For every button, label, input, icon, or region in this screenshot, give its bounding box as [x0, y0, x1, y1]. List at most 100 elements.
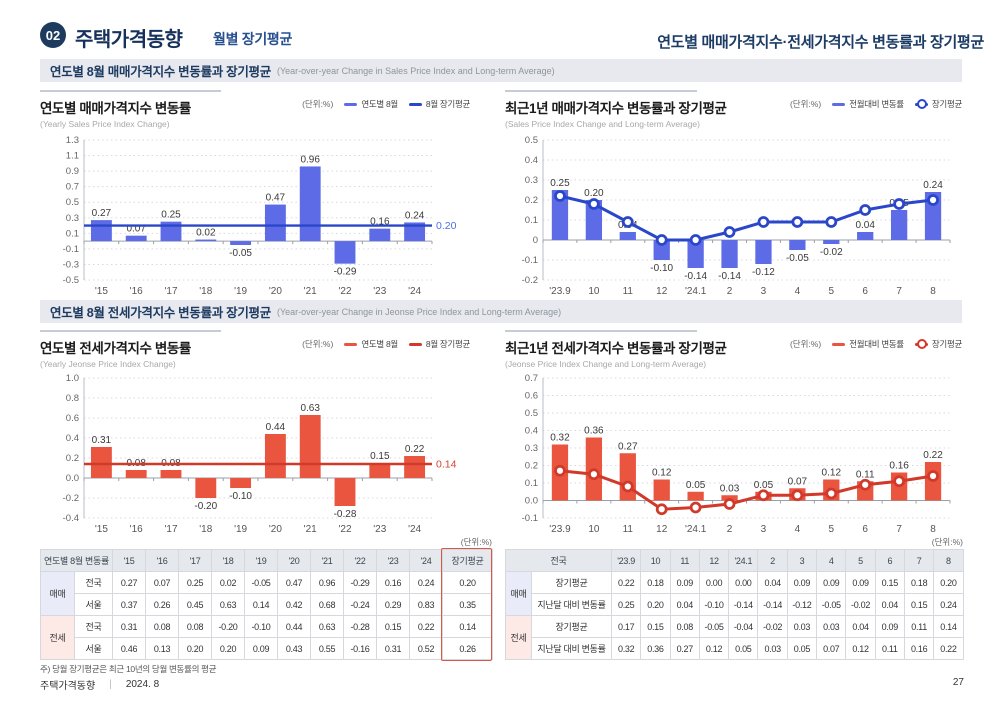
- sales-yearly-bar-chart: 1.3 1.1 0.9 0.7 0.5 0.3 0.1 -0.1 -0.3 -0.5 0.27 0.0…: [63, 135, 457, 297]
- svg-text:'15: '15: [95, 524, 108, 535]
- table-cell: 0.35: [442, 593, 493, 616]
- table-cell: -0.29: [343, 571, 377, 594]
- svg-text:0.44: 0.44: [266, 422, 286, 433]
- svg-text:11: 11: [623, 286, 634, 297]
- row-header: 전국: [74, 571, 113, 594]
- svg-text:'20: '20: [269, 286, 282, 297]
- row-header: 서울: [74, 593, 113, 616]
- svg-text:-0.1: -0.1: [63, 244, 79, 255]
- svg-text:-0.12: -0.12: [752, 267, 775, 278]
- table-cell: 0.42: [277, 593, 311, 616]
- svg-text:0.1: 0.1: [66, 228, 79, 239]
- svg-text:0.31: 0.31: [92, 435, 112, 446]
- svg-text:0.9: 0.9: [66, 166, 79, 177]
- svg-text:0.5: 0.5: [66, 197, 79, 208]
- table-row: 서울 0.37 0.26 0.45 0.63 0.14 0.42 0.68 -0.24 0.29 0…: [41, 593, 493, 616]
- svg-text:6: 6: [862, 286, 868, 297]
- table-cell: 0.29: [376, 593, 410, 616]
- chart-legend: (단위:%) 연도별 8월 8월 장기평균: [302, 338, 470, 350]
- svg-text:'24.1: '24.1: [685, 524, 707, 535]
- svg-text:5: 5: [829, 524, 835, 535]
- corner-header: 전국: [505, 549, 612, 572]
- svg-text:8: 8: [930, 524, 936, 535]
- chart-subtitle-en: (Yearly Jeonse Price Index Change): [40, 359, 176, 369]
- table-cell: 0.24: [409, 571, 443, 594]
- row-header: 서울: [74, 637, 113, 660]
- table-cell: -0.05: [244, 571, 278, 594]
- table-cell: 0.20: [442, 571, 493, 594]
- svg-text:2: 2: [727, 524, 733, 535]
- column-header: '23: [376, 549, 410, 572]
- svg-text:'16: '16: [130, 524, 143, 535]
- table-cell: -0.10: [698, 593, 730, 616]
- column-header: '18: [211, 549, 245, 572]
- svg-text:0.5: 0.5: [525, 408, 538, 419]
- svg-text:-0.28: -0.28: [334, 509, 357, 520]
- svg-text:10: 10: [588, 286, 600, 297]
- page-right-title: 연도별 매매가격지수·전세가격지수 변동률과 장기평균: [657, 34, 984, 51]
- table-cell: 0.83: [409, 593, 443, 616]
- table-cell: 0.12: [845, 637, 876, 660]
- table-cell: 0.22: [933, 637, 964, 660]
- column-header: 3: [786, 549, 818, 572]
- svg-text:0.14: 0.14: [436, 459, 457, 471]
- table-cell: 0.20: [640, 593, 671, 616]
- table-cell: 0.63: [310, 615, 344, 638]
- table-row: 전세 장기평균 0.17 0.15 0.08 -0.05 -0.04 -0.02 0.03 0.0…: [505, 615, 964, 660]
- column-header: 2: [757, 549, 788, 572]
- svg-text:0.22: 0.22: [405, 444, 425, 455]
- svg-text:0.3: 0.3: [525, 443, 538, 454]
- panel-divider: [505, 90, 697, 92]
- jeonse-recent-bar-line-chart: 0.7 0.6 0.5 0.4 0.3 0.2 0.1 0.0 -0.1 0.32 0.36 0.27…: [522, 373, 951, 535]
- svg-text:0.4: 0.4: [525, 155, 538, 166]
- table-cell: 0.18: [903, 571, 935, 594]
- svg-text:0.03: 0.03: [720, 483, 740, 494]
- table-cell: 0.07: [145, 571, 179, 594]
- panel-divider: [505, 330, 697, 332]
- svg-text:0.24: 0.24: [923, 180, 943, 191]
- svg-text:'24: '24: [408, 286, 421, 297]
- column-header: '24.1: [728, 549, 759, 572]
- table-cell: 0.37: [112, 593, 146, 616]
- legend-item: 8월 장기평균: [408, 338, 470, 350]
- table-cell: 0.20: [933, 571, 964, 594]
- legend-swatch: [344, 102, 358, 106]
- svg-text:0.47: 0.47: [266, 193, 286, 204]
- svg-text:0.1: 0.1: [525, 215, 538, 226]
- svg-text:5: 5: [829, 286, 835, 297]
- table-cell: 0.03: [816, 615, 847, 638]
- footer-doc-name: 주택가격동향: [40, 681, 96, 692]
- legend-swatch: [914, 99, 928, 109]
- data-table: 연도별 8월 변동률 '15'16'17'18'19'20'21'22'23'24…: [40, 549, 493, 660]
- table-row: 매매 장기평균 0.22 0.18 0.09 0.00 0.00 0.04 0.09 0.09 0.…: [505, 571, 964, 616]
- column-header: '17: [178, 549, 212, 572]
- svg-text:'21: '21: [304, 524, 317, 535]
- column-header: '15: [112, 549, 146, 572]
- svg-text:12: 12: [656, 286, 668, 297]
- column-header: '22: [343, 549, 377, 572]
- column-header: 5: [845, 549, 876, 572]
- table-cell: 0.04: [874, 593, 905, 616]
- table-cell: 0.09: [816, 571, 847, 594]
- table-cell: 0.25: [178, 571, 212, 594]
- legend-item: 장기평균: [914, 98, 962, 110]
- table-cell: 0.16: [903, 637, 935, 660]
- svg-text:'20: '20: [269, 524, 282, 535]
- unit-label: (단위:%): [931, 537, 963, 547]
- svg-text:0.22: 0.22: [923, 450, 943, 461]
- table-cell: 0.45: [178, 593, 212, 616]
- svg-text:0.07: 0.07: [788, 476, 808, 487]
- table-cell: -0.14: [757, 593, 788, 616]
- chart-legend: (단위:%) 전월대비 변동률 장기평균: [790, 338, 962, 350]
- svg-text:'22: '22: [338, 286, 351, 297]
- svg-text:0.4: 0.4: [66, 433, 79, 444]
- page-number: 27: [952, 677, 964, 688]
- svg-text:0.6: 0.6: [66, 413, 79, 424]
- table-cell: 0.15: [640, 615, 671, 638]
- svg-text:'17: '17: [164, 286, 177, 297]
- svg-text:-0.1: -0.1: [522, 513, 538, 524]
- svg-text:-0.20: -0.20: [194, 501, 217, 512]
- svg-text:0.7: 0.7: [525, 373, 538, 384]
- svg-text:1.1: 1.1: [66, 151, 79, 162]
- footer-date: 2024. 8: [125, 679, 160, 690]
